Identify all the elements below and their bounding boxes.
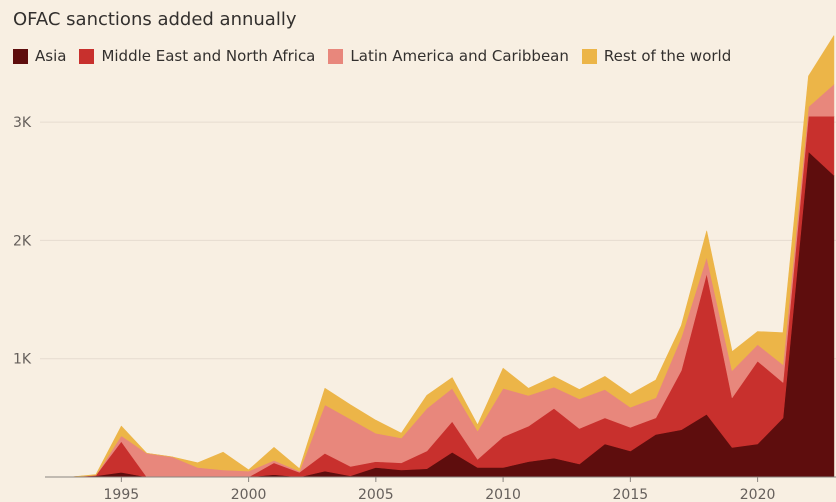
x-tick-label: 1995 (104, 487, 140, 502)
x-tick-labels: 1995 2000 2005 2010 2015 2020 (104, 487, 776, 502)
x-tick-label: 2005 (358, 487, 394, 502)
axis-layer (45, 476, 836, 482)
y-tick-label: 2K (13, 233, 32, 249)
y-tick-label: 3K (13, 115, 32, 131)
legend-swatch (581, 48, 597, 64)
legend-item: Asia (13, 47, 66, 65)
legend-item: Middle East and North Africa (79, 47, 315, 65)
legend-swatch (13, 48, 28, 64)
x-tick-label: 2000 (231, 487, 267, 502)
legend-label: Latin America and Caribbean (350, 47, 569, 65)
x-tick-label: 2015 (613, 487, 649, 502)
x-tick-label: 2010 (485, 487, 521, 502)
legend-label: Rest of the world (603, 47, 732, 65)
legend-label: Middle East and North Africa (101, 47, 316, 65)
chart-title: OFAC sanctions added annually (13, 9, 297, 30)
legend-item: Rest of the world (581, 47, 732, 65)
legend: Asia Middle East and North Africa Latin Am… (13, 47, 744, 65)
area-series-3 (70, 35, 835, 478)
y-tick-label: 1K (13, 352, 32, 368)
area-layer (70, 35, 835, 478)
y-tick-labels: 1K 2K 3K (13, 115, 32, 368)
legend-item: Latin America and Caribbean (328, 47, 569, 65)
x-tick-label: 2020 (740, 487, 776, 502)
legend-swatch (79, 48, 95, 64)
legend-label: Asia (35, 47, 67, 65)
legend-swatch (328, 48, 344, 64)
